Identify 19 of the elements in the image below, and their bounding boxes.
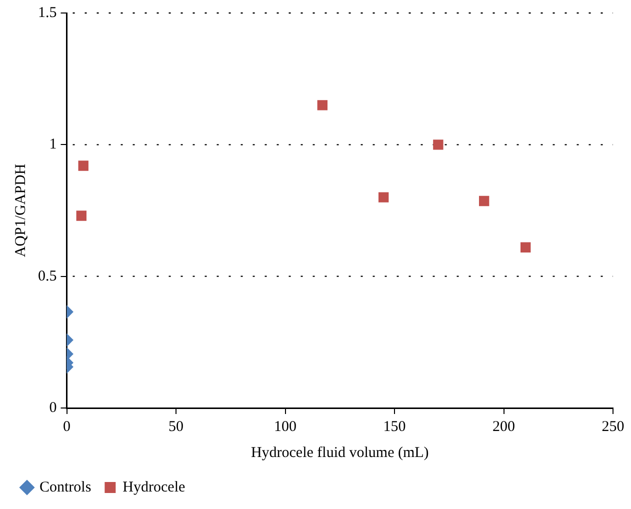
y-tick-label: 1.5 bbox=[38, 4, 57, 21]
legend-label: Hydrocele bbox=[122, 479, 186, 496]
point bbox=[378, 192, 389, 202]
point bbox=[520, 242, 531, 252]
point bbox=[478, 196, 490, 206]
point bbox=[433, 140, 444, 150]
legend-label: Controls bbox=[40, 479, 92, 496]
y-axis-title: AQP1/GAPDH bbox=[12, 164, 29, 258]
x-tick-label: 0 bbox=[63, 418, 70, 435]
x-axis-title: Hydrocele fluid volume (mL) bbox=[250, 444, 429, 461]
x-tick-label: 150 bbox=[383, 418, 406, 435]
x-tick-label: 100 bbox=[274, 418, 296, 435]
y-tick-label: 0.5 bbox=[38, 268, 57, 284]
y-tick-label: 1 bbox=[49, 136, 57, 153]
point bbox=[317, 100, 328, 110]
x-tick-label: 200 bbox=[492, 418, 515, 435]
y-tick-label: 0 bbox=[49, 400, 57, 416]
x-tick-label: 250 bbox=[602, 418, 624, 435]
x-tick-label: 50 bbox=[168, 418, 184, 435]
